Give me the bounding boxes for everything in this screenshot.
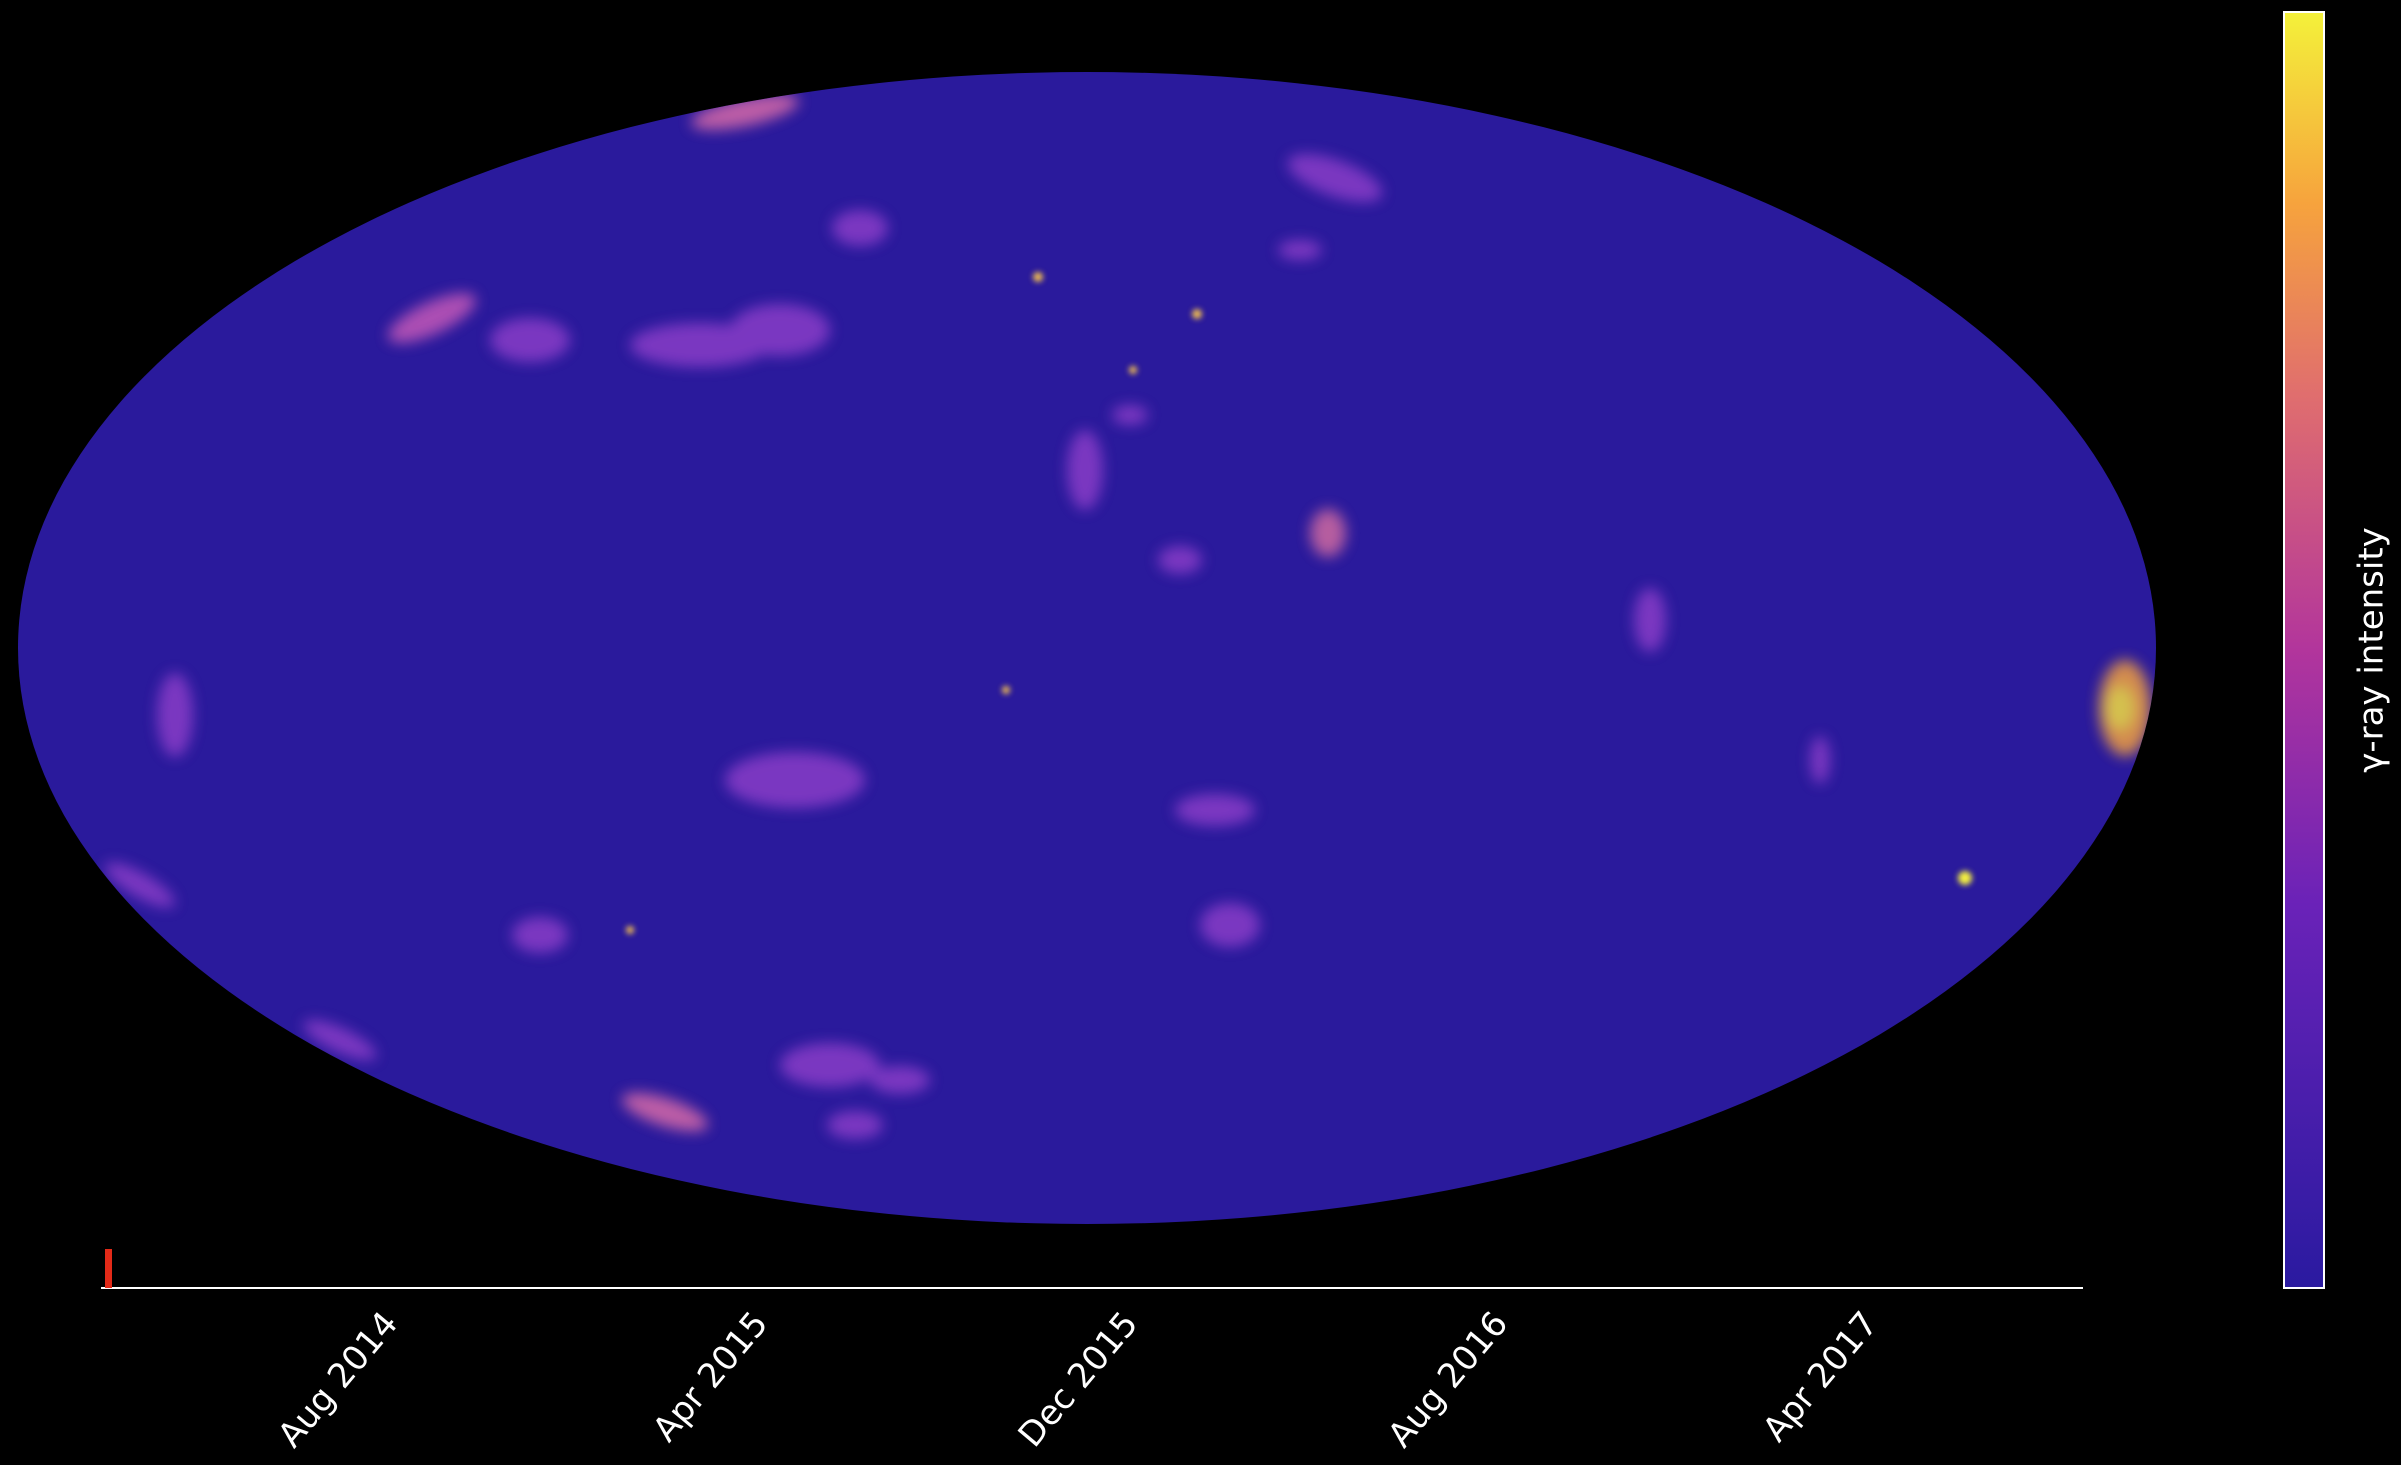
time-marker [105,1249,112,1288]
sky-map [18,72,2156,1224]
colorbar-label: γ-ray intensity [2352,527,2392,773]
colorbar-scale [2284,12,2324,1288]
figure: Aug 2014Apr 2015Dec 2015Aug 2016Apr 2017… [0,0,2401,1465]
